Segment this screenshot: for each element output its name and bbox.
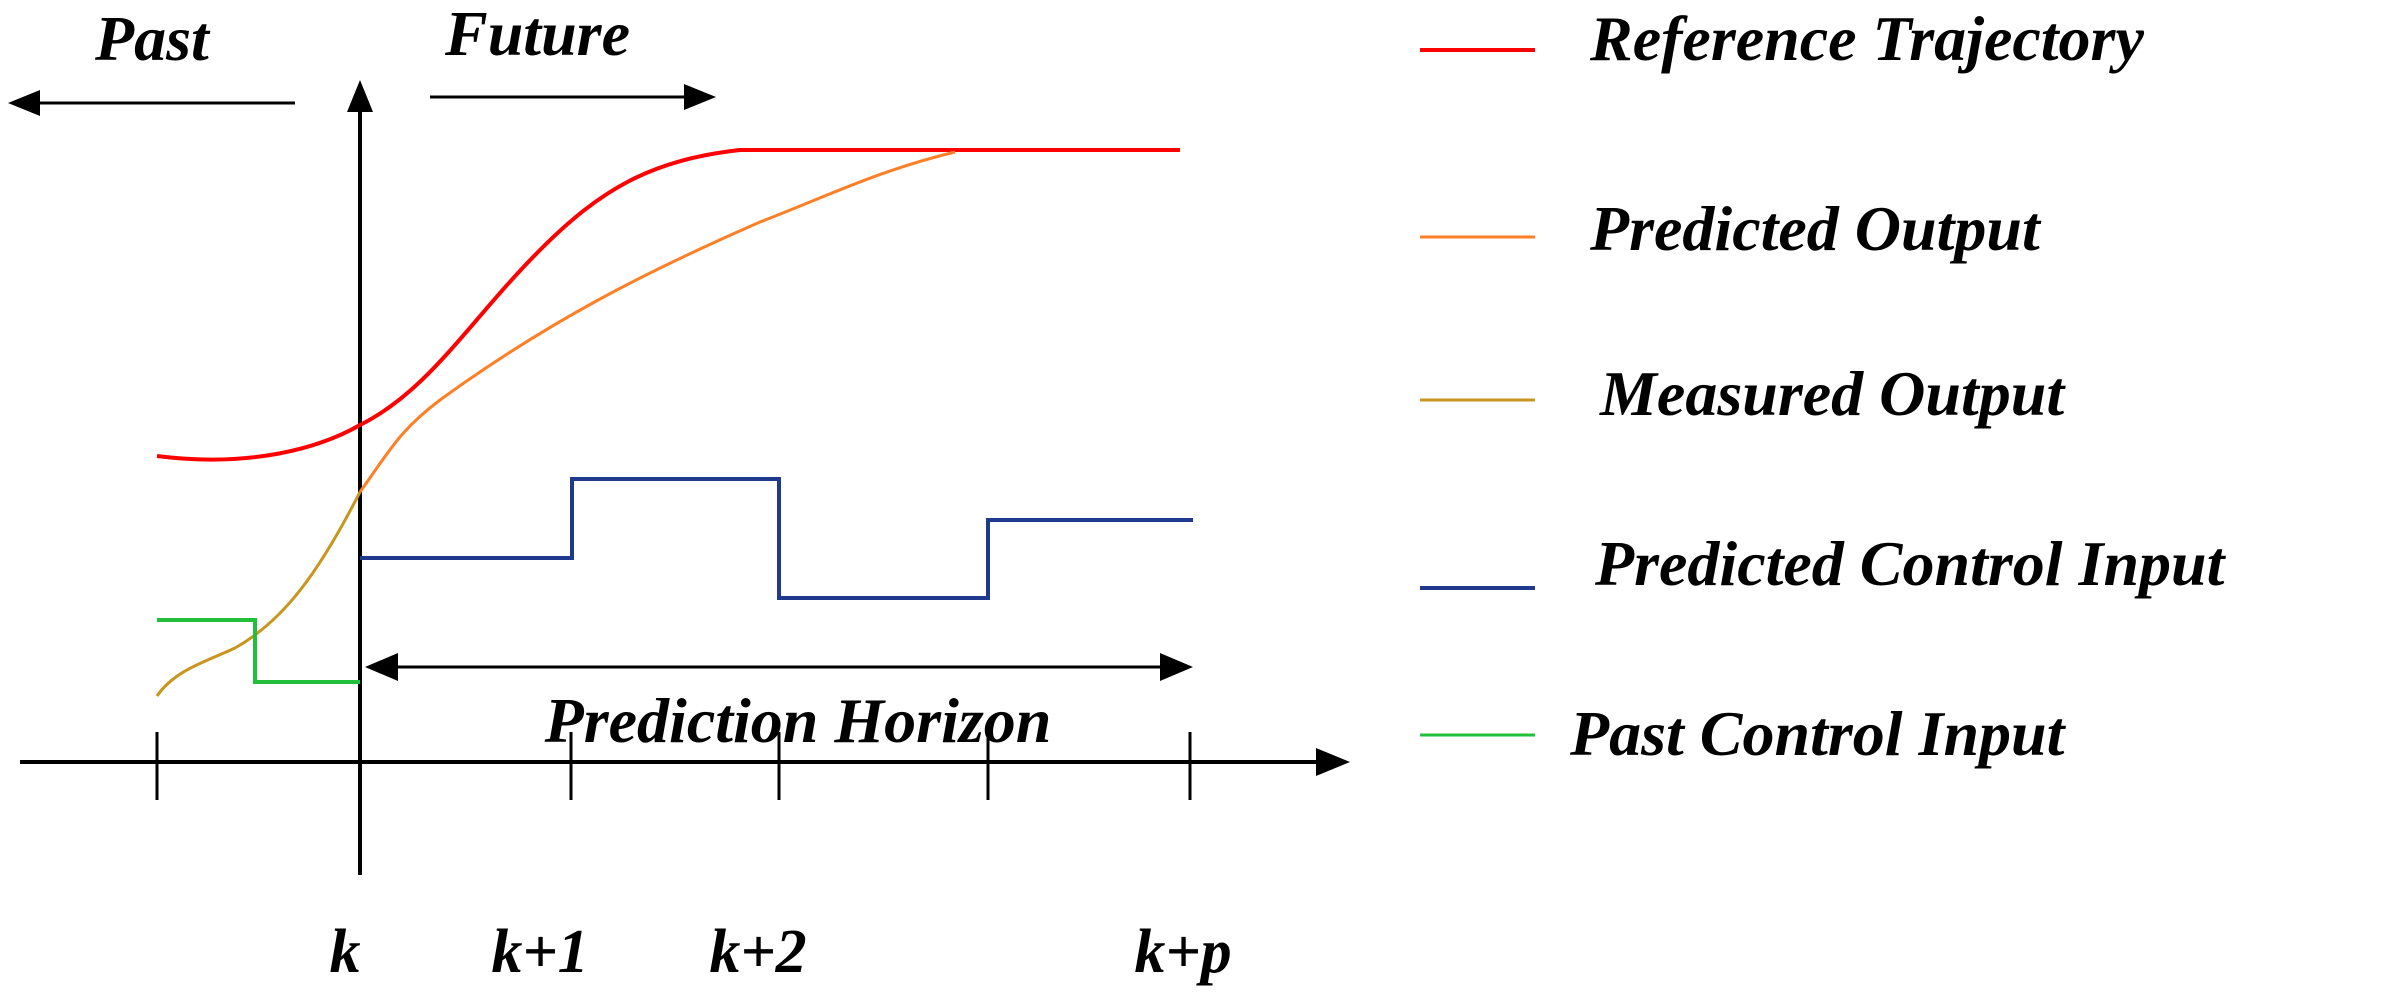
past-arrowhead <box>8 90 40 116</box>
horizon-arrowhead-right <box>1160 653 1193 681</box>
time-axis-arrowhead <box>1316 748 1350 776</box>
legend-label-reference: Reference Trajectory <box>1589 3 2144 74</box>
past-label: Past <box>94 3 211 74</box>
tick-label-k2: k+2 <box>709 918 806 986</box>
predicted-control-input-line <box>360 477 1193 600</box>
legend-label-past-control-input: Past Control Input <box>1569 698 2067 769</box>
tick-label-kp: k+p <box>1134 918 1231 986</box>
horizon-label: Prediction Horizon <box>544 685 1052 756</box>
legend-label-predicted-control-input: Predicted Control Input <box>1594 528 2227 599</box>
tick-label-k: k <box>330 918 361 986</box>
horizon-arrowhead-left <box>365 653 398 681</box>
vertical-axis-arrowhead <box>347 80 373 112</box>
legend-label-measured-output: Measured Output <box>1599 358 2066 429</box>
measured-output-curve <box>155 491 362 697</box>
legend: Reference Trajectory Predicted Output Me… <box>1420 3 2227 769</box>
past-control-input-line <box>157 618 360 684</box>
tick-label-k1: k+1 <box>491 918 588 986</box>
reference-trajectory-curve <box>156 148 1180 462</box>
future-label: Future <box>444 0 630 69</box>
legend-label-predicted-output: Predicted Output <box>1589 193 2042 264</box>
future-arrowhead <box>684 84 716 110</box>
predicted-output-curve <box>358 150 956 493</box>
